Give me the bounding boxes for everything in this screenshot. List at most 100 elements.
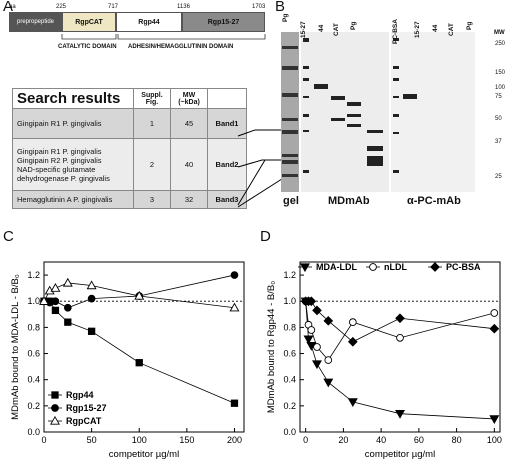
protein-cell: Gingipain R1 P. gingivalis Gingipain R2 …	[12, 138, 134, 191]
data-point	[324, 356, 333, 364]
lane-label: 15-27	[300, 21, 307, 38]
lane-label: Pg	[350, 21, 357, 30]
data-point	[303, 335, 314, 345]
data-point	[87, 294, 96, 303]
chart-c: 0 50 100 150 200 0.0 0.2 0.4 0.6 0.8 1.0 1.2 competi…	[10, 261, 245, 460]
legend-label: RgpCAT	[66, 416, 102, 426]
header-fig: Suppl. Fig.	[133, 88, 171, 109]
lane-label: Pg	[282, 13, 289, 22]
data-point	[86, 280, 97, 290]
legend-label: Rgp15-27	[66, 403, 107, 413]
y-tick-label: 1.0	[27, 296, 40, 306]
y-tick-label: 0.4	[283, 375, 296, 385]
position-717: 717	[108, 4, 119, 10]
data-point	[489, 323, 500, 334]
mw-marker: 50	[495, 116, 502, 122]
domain-brackets	[61, 34, 266, 40]
data-point	[306, 296, 317, 307]
legend-label: nLDL	[384, 262, 407, 272]
arrow-band3	[237, 176, 286, 208]
series-rgpcat	[39, 277, 240, 312]
data-point	[347, 336, 358, 347]
x-tick-label: 100	[487, 435, 502, 445]
series-nldl	[301, 297, 499, 364]
x-axis-label: competitor µg/ml	[109, 449, 179, 460]
data-point	[229, 302, 240, 312]
protein-cell: Gingipain R1 P. gingivalis	[12, 108, 134, 139]
gel-bottom-label: gel	[283, 195, 299, 207]
legend-label: MDA-LDL	[316, 262, 357, 272]
x-tick-label: 40	[376, 435, 386, 445]
series-line	[305, 301, 495, 361]
position-225: 225	[56, 4, 67, 10]
series-line	[44, 300, 235, 404]
y-tick-label: 0.0	[27, 427, 40, 437]
data-point	[323, 316, 334, 326]
band-cell: Band2	[207, 138, 247, 191]
mw-marker: 37	[495, 139, 502, 145]
data-point	[87, 327, 96, 335]
x-tick-label: 50	[87, 435, 97, 445]
data-point	[51, 297, 60, 306]
data-point	[490, 309, 499, 317]
y-axis-label: MDmAb bound to Rgp44 - B/B₀	[266, 281, 277, 413]
legend-entry: Rgp44	[48, 390, 94, 400]
table-row: Hemagglutinin A P. gingivalis 3 32 Band3	[12, 190, 247, 209]
panel-letter-d: D	[260, 228, 271, 245]
y-tick-label: 0.8	[27, 322, 40, 332]
catalytic-domain-label: CATALYTIC DOMAIN	[58, 44, 117, 50]
data-point	[135, 359, 143, 367]
fig-cell: 2	[133, 138, 171, 191]
y-tick-label: 1.2	[283, 270, 296, 280]
y-axis-label: MDmAb bound to MDA-LDL - B/B₀	[10, 274, 21, 420]
segment-prepropeptide: prepropeptide	[9, 12, 62, 32]
legend-marker	[50, 415, 60, 425]
blot-image	[281, 32, 475, 192]
lane-label: CAT	[333, 23, 340, 36]
legend-label: PC-BSA	[446, 262, 481, 272]
table-row: Gingipain R1 P. gingivalis Gingipain R2 …	[12, 138, 247, 191]
protein-name: Gingipain R1 P. gingivalis	[17, 119, 102, 128]
lane-label: CAT	[448, 23, 455, 36]
series-pc-bsa	[300, 296, 500, 347]
legend-entry: PC-BSA	[428, 262, 481, 272]
lane-label: PC-BSA	[392, 19, 399, 44]
y-tick-label: 1.2	[27, 270, 40, 280]
data-point	[230, 399, 239, 407]
data-point	[64, 318, 72, 326]
legend-label: Rgp44	[66, 390, 94, 400]
x-tick-label: 80	[452, 435, 462, 445]
x-tick-label: 200	[227, 435, 242, 445]
data-point	[348, 318, 357, 327]
mw-marker: 75	[495, 94, 502, 100]
data-point	[312, 360, 322, 370]
search-results-table: Search results Suppl. Fig. MW (~kDa) Gin…	[12, 88, 247, 209]
panel-letter-c: C	[3, 228, 14, 245]
legend-marker	[51, 391, 59, 399]
legend-entry: RgpCAT	[48, 415, 102, 426]
x-tick-label: 0	[303, 435, 308, 445]
data-point	[489, 415, 500, 425]
table-header-row: Search results Suppl. Fig. MW (~kDa)	[12, 88, 247, 109]
chart-d: 0 20 40 60 80 100 0.0 0.2 0.4 0.6 0.8 1.0 1.2 competi…	[266, 261, 502, 460]
data-point	[50, 283, 61, 292]
mw-cell: 40	[170, 138, 208, 191]
data-point	[51, 306, 60, 315]
adhesin-domain-label: ADHESIN/HEMAGGLUTININ DOMAIN	[128, 44, 234, 50]
legend-entry: MDA-LDL	[298, 262, 357, 273]
y-tick-label: 0.2	[27, 401, 40, 411]
plot-frame	[43, 261, 245, 433]
table-row: Gingipain R1 P. gingivalis 1 45 Band1	[12, 108, 247, 139]
plot-frame	[299, 261, 501, 433]
protein-name: Gingipain R1 P. gingivalis	[17, 146, 102, 156]
segment-rgp44: Rgp44	[116, 12, 182, 32]
legend-marker	[430, 262, 440, 272]
mw-marker: 100	[495, 85, 506, 91]
data-point	[347, 398, 358, 408]
data-point	[313, 343, 321, 351]
data-point	[395, 313, 405, 324]
header-mw: MW (~kDa)	[170, 88, 208, 109]
data-point	[62, 277, 73, 287]
mw-cell: 32	[170, 190, 208, 209]
